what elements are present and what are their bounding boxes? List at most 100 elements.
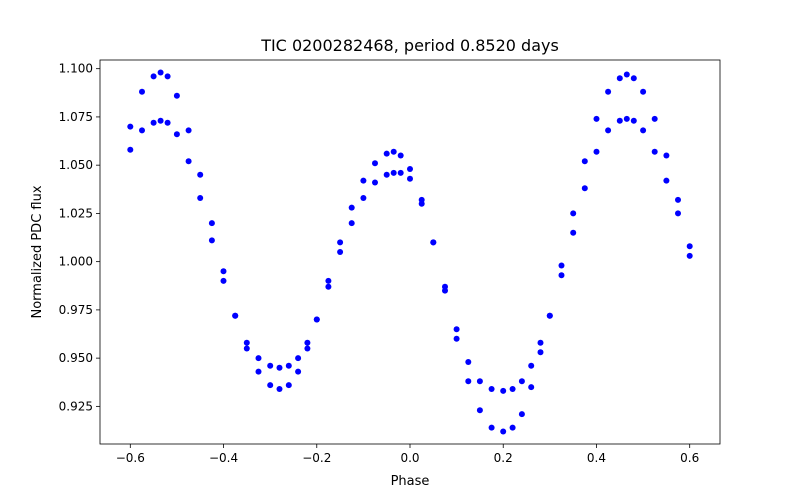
data-point [208,237,215,244]
data-point [518,378,525,385]
data-point [509,424,516,431]
y-axis-label: Normalized PDC flux [30,185,45,318]
x-axis-label: Phase [391,474,430,489]
data-point [197,171,204,178]
data-point [197,195,204,201]
x-tick-label: −0.6 [116,451,145,465]
data-point [185,127,192,134]
data-point [528,362,535,369]
data-point [500,387,507,394]
data-point [185,158,192,165]
data-point [675,196,681,203]
data-point [488,386,495,392]
data-point [390,148,397,155]
data-point [605,88,612,95]
data-point [537,339,544,346]
data-point [663,177,670,184]
y-tick-label: 1.050 [59,158,93,172]
data-point [383,150,390,157]
data-point [243,345,250,352]
data-point [651,115,658,122]
data-point [313,316,320,323]
data-point [640,88,647,95]
data-point [304,339,311,346]
y-tick-label: 1.000 [59,255,93,269]
data-point [518,411,525,418]
data-point [372,160,378,167]
x-tick-label: 0.4 [587,451,606,465]
data-point [528,384,535,391]
data-point [150,73,157,80]
data-point [616,75,623,82]
data-point [651,148,658,155]
data-point [605,127,612,134]
data-point [630,75,637,82]
data-point [581,185,588,192]
data-point [295,368,302,375]
data-point [509,386,516,392]
data-point [220,268,227,275]
data-point [558,272,565,279]
data-point [295,355,302,362]
data-point [232,312,239,319]
data-point [127,123,134,130]
data-point [276,364,283,371]
data-point [570,229,577,236]
data-point [488,424,495,431]
data-point [442,283,448,290]
data-point [407,166,413,172]
data-point [325,277,332,284]
data-point [570,210,577,217]
data-point [208,220,215,227]
data-point [418,200,425,207]
data-point [581,158,588,165]
data-point [675,210,681,217]
data-point [304,345,311,352]
data-point [476,407,483,414]
data-point [430,239,437,246]
data-point [616,117,623,124]
x-tick-label: −0.4 [209,451,238,465]
data-point [164,73,171,80]
data-point [267,362,274,369]
data-point [640,127,647,134]
data-point [453,326,460,333]
y-tick-label: 1.025 [59,206,93,220]
data-point [285,362,292,369]
data-point [173,131,180,138]
data-point [397,169,404,176]
data-point [157,69,164,76]
data-point [558,262,565,269]
data-point [546,312,553,319]
data-point [348,220,355,227]
data-point [465,359,472,365]
y-tick-label: 0.950 [59,351,93,365]
data-point [360,195,367,201]
data-point [139,88,145,95]
data-point [630,117,637,124]
data-point [623,115,630,122]
data-point [663,152,670,159]
data-point [537,349,544,356]
data-point [383,171,390,178]
data-point [285,382,292,389]
data-point [173,92,180,99]
data-point [390,169,397,176]
data-point [476,378,483,385]
data-point [337,239,344,246]
data-point [255,368,262,375]
y-tick-label: 1.100 [59,62,93,76]
data-point [372,179,378,186]
data-point [500,428,507,435]
x-tick-label: 0.0 [400,451,419,465]
data-point [593,115,600,122]
data-point [397,152,404,159]
y-tick-label: 0.975 [59,303,93,317]
data-point [337,249,344,255]
x-tick-label: −0.2 [302,451,331,465]
x-tick-label: 0.2 [494,451,513,465]
data-point [593,148,600,155]
data-point [150,119,157,126]
y-tick-label: 1.075 [59,110,93,124]
